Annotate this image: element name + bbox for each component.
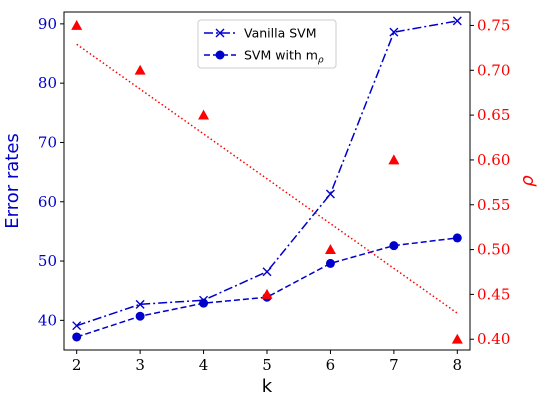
series-2-point [451,333,463,344]
series-0-point [72,321,82,331]
legend-label: Vanilla SVM [244,26,317,41]
series-1-point [452,233,462,243]
legend-box [197,19,337,69]
legend-label: SVM with mρ [244,48,324,66]
x-tick-label: 3 [135,356,145,374]
y-left-tick-label: 70 [38,133,57,151]
series-0-point [135,299,145,309]
y-right-axis-title: ρ [517,175,538,187]
series-0-point [452,16,462,26]
legend-marker [215,50,225,60]
y-right-tick-label: 0.45 [477,285,510,303]
series-2-point [261,288,273,299]
y-right-tick-label: 0.70 [477,61,510,79]
legend-marker [215,28,225,38]
y-right-tick-label: 0.60 [477,151,510,169]
series-1-point [135,311,145,321]
series-0-point [262,267,272,277]
x-tick-label: 6 [326,356,336,374]
series-2-point [388,154,400,165]
series-1-point [389,241,399,251]
series-2-point [134,64,146,75]
series-0-point [389,27,399,37]
x-tick-label: 5 [262,356,272,374]
y-right-tick-label: 0.65 [477,106,510,124]
y-left-tick-label: 60 [38,193,57,211]
x-tick-label: 8 [453,356,463,374]
y-left-tick-label: 80 [38,74,57,92]
series-2-point [198,109,210,120]
y-right-tick-label: 0.55 [477,196,510,214]
y-left-tick-label: 40 [38,311,57,329]
series-1-point [72,332,82,342]
series-0-point [325,189,335,199]
x-tick-label: 4 [199,356,209,374]
y-right-tick-label: 0.50 [477,241,510,259]
series-2-point [71,19,83,30]
y-left-tick-label: 50 [38,252,57,270]
series-1-point [325,258,335,268]
series-3-line [76,43,458,314]
series-1-point [199,298,209,308]
x-axis-title: k [262,376,273,397]
y-right-tick-label: 0.40 [477,330,510,348]
series-2-point [324,244,336,254]
series-1-line [76,237,458,338]
x-tick-label: 7 [389,356,399,374]
y-left-tick-label: 90 [38,15,57,33]
y-left-axis-title: Error rates [2,133,23,229]
y-right-tick-label: 0.75 [477,16,510,34]
x-tick-label: 2 [72,356,82,374]
